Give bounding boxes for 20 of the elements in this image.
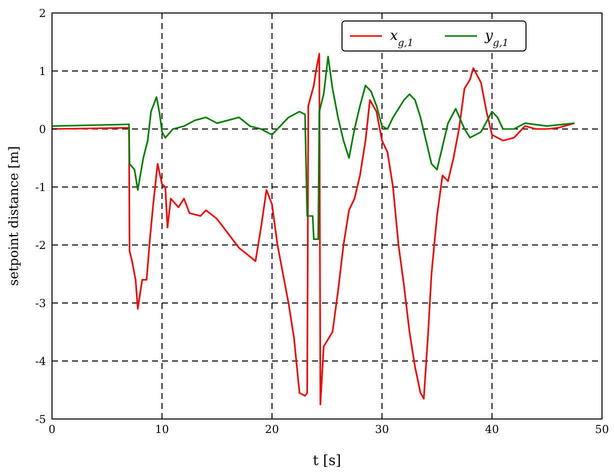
x-tick-label: 0 xyxy=(48,423,56,436)
y-tick-label: 1 xyxy=(39,65,46,78)
legend-label: x$_{g,1}$ xyxy=(390,28,414,48)
y-tick-label: -3 xyxy=(35,297,46,310)
y-tick-label: 0 xyxy=(39,123,46,136)
y-tick-label: 2 xyxy=(39,7,46,20)
x-axis-title: t [s] xyxy=(312,453,342,469)
x-tick-label: 30 xyxy=(375,423,389,436)
legend-label: y$_{g,1}$ xyxy=(484,28,509,48)
y-tick-label: -5 xyxy=(35,413,46,426)
x-tick-label: 50 xyxy=(595,423,609,436)
line-series xyxy=(52,56,576,240)
y-tick-label: -1 xyxy=(35,181,46,194)
x-tick-label: 40 xyxy=(485,423,499,436)
x-tick-label: 20 xyxy=(265,423,279,436)
line-series xyxy=(52,52,576,406)
y-axis-title: setpoint distance [m] xyxy=(7,146,22,286)
x-tick-label: 10 xyxy=(155,423,169,436)
y-tick-label: -2 xyxy=(35,239,46,252)
y-tick-label: -4 xyxy=(35,355,46,368)
